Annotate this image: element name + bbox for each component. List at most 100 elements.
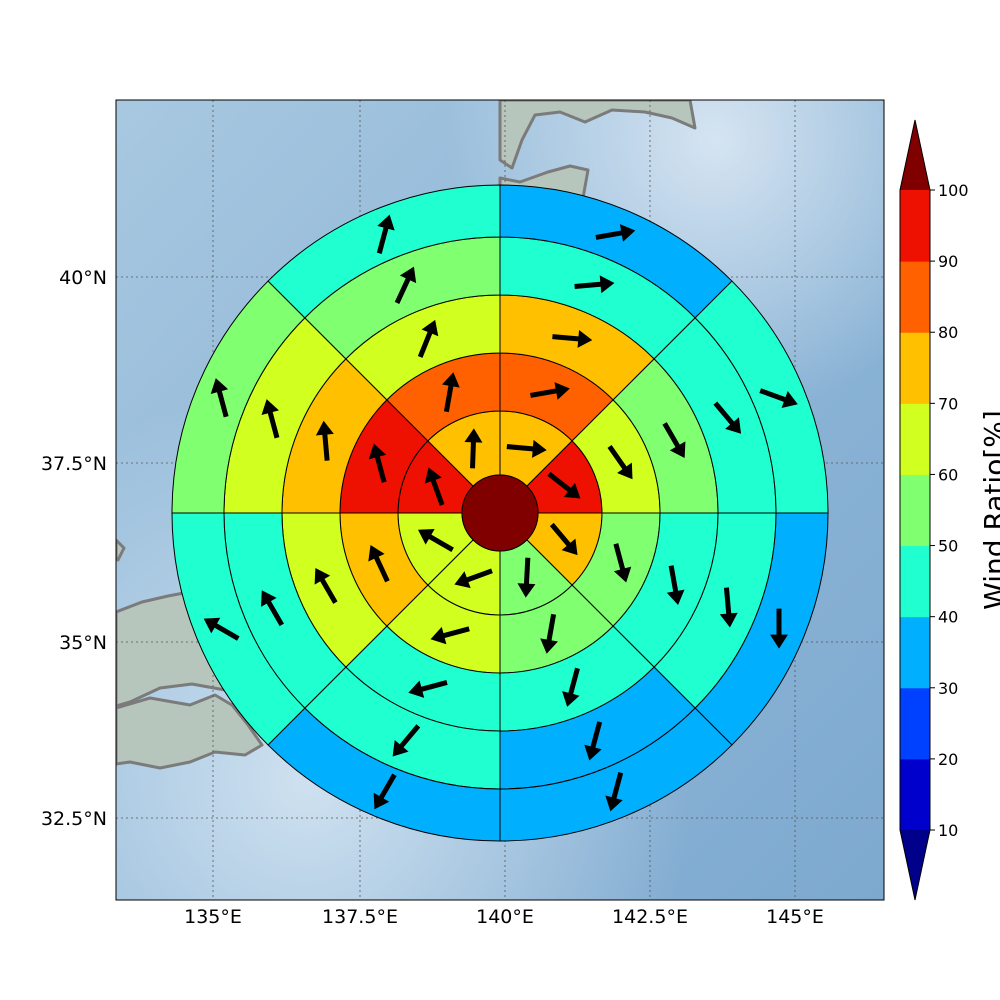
wind-arrow-shape-r5-s7 xyxy=(376,214,395,254)
wind-arrow-shape-r6-s2 xyxy=(0,0,9,20)
map-area xyxy=(0,0,884,900)
wind-arrow-shape-r4-s3 xyxy=(584,721,603,761)
wind-arrow-r5-s7 xyxy=(376,214,395,254)
wind-arrow-r6-s12 xyxy=(0,0,9,20)
ytick-label-40: 40°N xyxy=(59,267,107,289)
colorbar-segment-1 xyxy=(900,687,930,760)
wind-arrow-r6-s1 xyxy=(0,0,9,20)
wind-arrow-r6-s15 xyxy=(0,0,9,20)
wind-arrow-shape-r6-s13 xyxy=(0,0,9,20)
xtick-label-135: 135°E xyxy=(184,906,242,928)
colorbar-tick-label-60: 60 xyxy=(938,465,958,484)
wind-arrow-shape-r5-s6 xyxy=(210,378,229,418)
wind-arrow-shape-r1-s3 xyxy=(517,557,536,598)
wind-arrow-r4-s6 xyxy=(261,399,280,439)
wind-arrow-r6-s8 xyxy=(0,0,9,20)
wind-arrow-r6-s3 xyxy=(0,0,9,20)
wind-arrow-shape-r1-s4 xyxy=(454,568,493,589)
wind-arrow-r3-s0 xyxy=(552,329,593,348)
wind-arrow-shape-r2-s3 xyxy=(540,613,558,654)
ytick-label-37-5: 37.5°N xyxy=(41,453,107,475)
colorbar-under-triangle xyxy=(900,830,930,900)
wind-arrow-r6-s5 xyxy=(0,0,9,20)
wind-arrow-r2-s0 xyxy=(530,382,570,400)
wind-arrow-shape-r2-s5 xyxy=(368,545,390,583)
wind-arrow-shape-r3-s7 xyxy=(417,319,439,358)
wind-arrow-r6-s10 xyxy=(0,0,9,20)
wind-arrow-r6-s9 xyxy=(0,0,9,20)
wind-arrow-r6-s13 xyxy=(0,0,9,20)
colorbar-tick-label-80: 80 xyxy=(938,323,958,342)
xtick-label-137-5: 137.5°E xyxy=(322,906,398,928)
wind-arrow-r6-s7 xyxy=(0,0,9,20)
wind-arrow-shape-r1-s7 xyxy=(464,428,483,469)
wind-arrow-r3-s2 xyxy=(666,565,685,606)
wind-arrow-shape-r2-s6 xyxy=(368,443,387,483)
colorbar-tick-label-100: 100 xyxy=(938,181,969,200)
wind-arrow-r3-s1 xyxy=(662,422,686,458)
wind-arrow-shape-r6-s3 xyxy=(0,0,9,20)
colorbar-tick-label-40: 40 xyxy=(938,608,958,627)
wind-arrow-r4-s7 xyxy=(394,266,417,304)
wind-arrow-r3-s3 xyxy=(562,667,580,707)
wind-arrow-r3-s6 xyxy=(315,420,334,461)
wind-arrow-shape-r3-s0 xyxy=(552,329,593,348)
wind-arrow-shape-r1-s6 xyxy=(424,467,445,506)
colorbar-segment-4 xyxy=(900,474,930,547)
wind-arrow-r4-s1 xyxy=(713,401,742,434)
wind-arrow-r1-s0 xyxy=(506,439,547,458)
wind-arrow-r2-s2 xyxy=(613,543,632,583)
wind-arrow-r3-s4 xyxy=(408,680,448,698)
colorbar-over-triangle xyxy=(900,120,930,190)
wind-arrow-r6-s0 xyxy=(0,0,9,20)
wind-arrow-shape-r4-s7 xyxy=(394,266,417,304)
wind-arrow-r3-s7 xyxy=(417,319,439,358)
wind-arrow-shape-r2-s7 xyxy=(442,372,460,413)
xtick-label-142-5: 142.5°E xyxy=(612,906,688,928)
wind-sectors xyxy=(171,184,829,842)
wind-arrow-r4-s4 xyxy=(392,724,421,757)
wind-arrow-r6-s2 xyxy=(0,0,9,20)
wind-arrow-r1-s3 xyxy=(517,557,536,598)
colorbar-segment-3 xyxy=(900,545,930,618)
ytick-label-32-5: 32.5°N xyxy=(41,808,107,830)
colorbar-tick-label-30: 30 xyxy=(938,679,958,698)
wind-arrow-r3-s5 xyxy=(314,568,338,604)
wind-arrow-r1-s2 xyxy=(549,522,578,556)
wind-arrow-shape-r5-s2 xyxy=(770,608,789,649)
wind-arrow-shape-r4-s5 xyxy=(261,590,284,627)
ytick-label-35: 35°N xyxy=(59,632,107,654)
land-hokkaido xyxy=(498,100,697,170)
wind-arrow-r1-s1 xyxy=(547,471,581,499)
colorbar-segment-2 xyxy=(900,616,930,689)
wind-arrow-shape-r6-s1 xyxy=(0,0,9,20)
sector-r5-s7 xyxy=(267,184,501,319)
colorbar-tick-label-50: 50 xyxy=(938,537,958,556)
wind-arrow-shape-r4-s0 xyxy=(574,275,615,294)
wind-arrow-shape-r1-s5 xyxy=(418,528,454,552)
wind-arrow-shape-r6-s0 xyxy=(0,0,9,20)
wind-arrow-r1-s7 xyxy=(464,428,483,469)
colorbar-segment-0 xyxy=(900,758,930,831)
wind-arrow-shape-r6-s5 xyxy=(0,0,9,20)
x-axis-ticks: 135°E 137.5°E 140°E 142.5°E 145°E xyxy=(184,906,824,928)
wind-arrow-r1-s5 xyxy=(418,528,454,552)
wind-arrow-shape-r1-s0 xyxy=(506,439,547,458)
wind-arrow-shape-r5-s5 xyxy=(203,617,240,641)
wind-arrow-shape-r6-s11 xyxy=(0,0,9,20)
wind-arrow-shape-r6-s14 xyxy=(0,0,9,20)
wind-arrow-shape-r4-s1 xyxy=(713,401,742,434)
wind-arrow-r2-s5 xyxy=(368,545,390,583)
colorbar-segment-8 xyxy=(900,190,930,262)
colorbar-ticks: 10 20 30 40 50 60 70 80 90 100 xyxy=(930,181,969,840)
colorbar-segment-7 xyxy=(900,261,930,333)
colorbar-label: Wind Ratio[%] xyxy=(978,410,1000,610)
wind-arrow-shape-r3-s1 xyxy=(662,422,686,458)
wind-arrow-r4-s2 xyxy=(719,587,738,628)
wind-arrow-shape-r3-s2 xyxy=(666,565,685,606)
colorbar-tick-label-90: 90 xyxy=(938,252,958,271)
wind-arrow-shape-r6-s6 xyxy=(0,0,9,20)
wind-arrow-r2-s3 xyxy=(540,613,558,654)
colorbar-segment-5 xyxy=(900,403,930,475)
wind-arrow-r4-s0 xyxy=(574,275,615,294)
